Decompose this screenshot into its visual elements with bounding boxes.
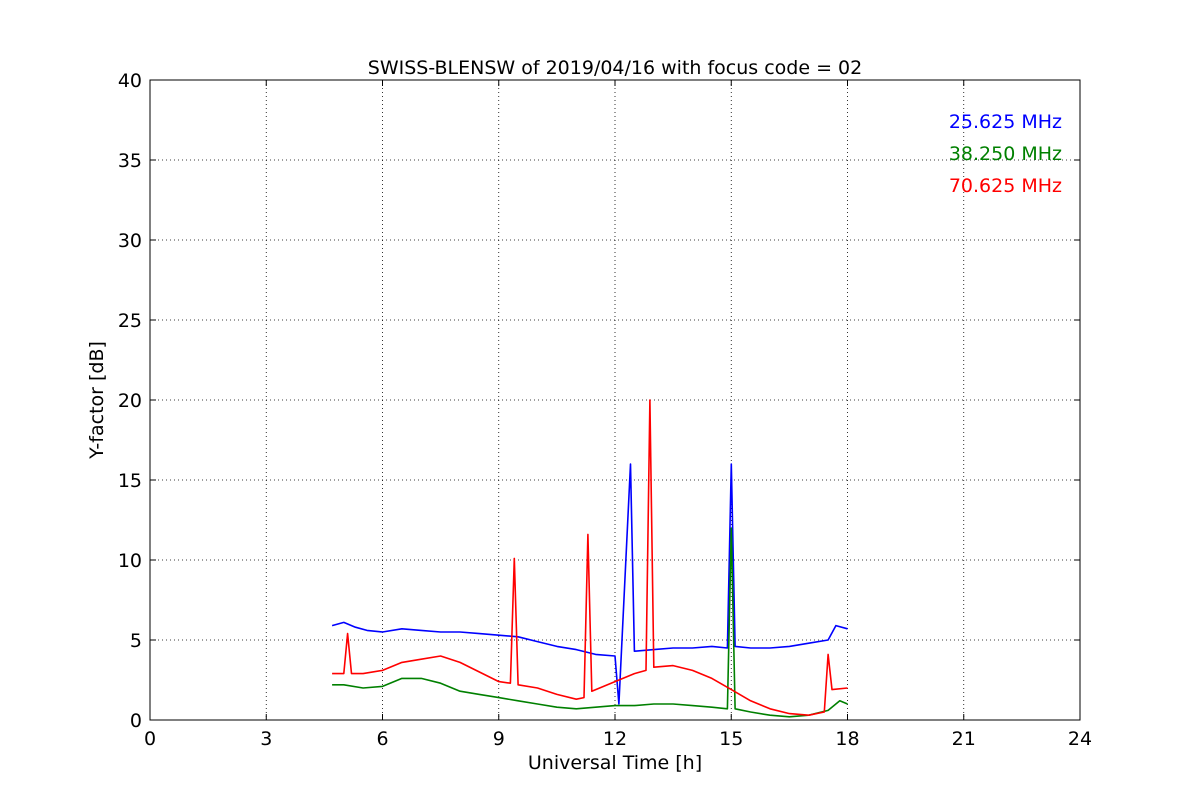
y-axis-title: Y-factor [dB] <box>86 341 108 460</box>
series-line-2 <box>332 399 848 717</box>
series-lines <box>331 399 848 718</box>
y-tick-label: 15 <box>118 470 142 492</box>
y-tick-label: 40 <box>118 70 142 92</box>
series-line-1 <box>332 527 848 718</box>
y-tick-label: 30 <box>118 230 142 252</box>
y-tick-label: 35 <box>118 150 142 172</box>
y-tick-label: 5 <box>130 630 142 652</box>
x-tick-label: 12 <box>603 728 627 750</box>
legend: 25.625 MHz 38.250 MHz 70.625 MHz <box>949 111 1062 197</box>
grid-lines <box>150 80 1080 720</box>
y-tick-label: 25 <box>118 310 142 332</box>
x-tick-label: 3 <box>260 728 272 750</box>
x-axis-title: Universal Time [h] <box>528 752 702 774</box>
legend-entry: 38.250 MHz <box>949 143 1062 165</box>
x-tick-label: 6 <box>376 728 388 750</box>
x-tick-label: 21 <box>952 728 976 750</box>
x-tick-label: 24 <box>1068 728 1092 750</box>
x-tick-label: 0 <box>144 728 156 750</box>
legend-entry: 70.625 MHz <box>949 175 1062 197</box>
x-tick-label: 18 <box>835 728 859 750</box>
y-tick-label: 20 <box>118 390 142 412</box>
x-tick-label: 15 <box>719 728 743 750</box>
y-tick-label: 10 <box>118 550 142 572</box>
axis-ticks: 0 3 6 9 12 15 18 21 24 0 5 10 15 20 25 30 35 40 <box>118 70 1092 750</box>
legend-entry: 25.625 MHz <box>949 111 1062 133</box>
x-tick-label: 9 <box>493 728 505 750</box>
chart-title: SWISS-BLENSW of 2019/04/16 with focus co… <box>368 57 862 79</box>
y-tick-label: 0 <box>130 710 142 732</box>
